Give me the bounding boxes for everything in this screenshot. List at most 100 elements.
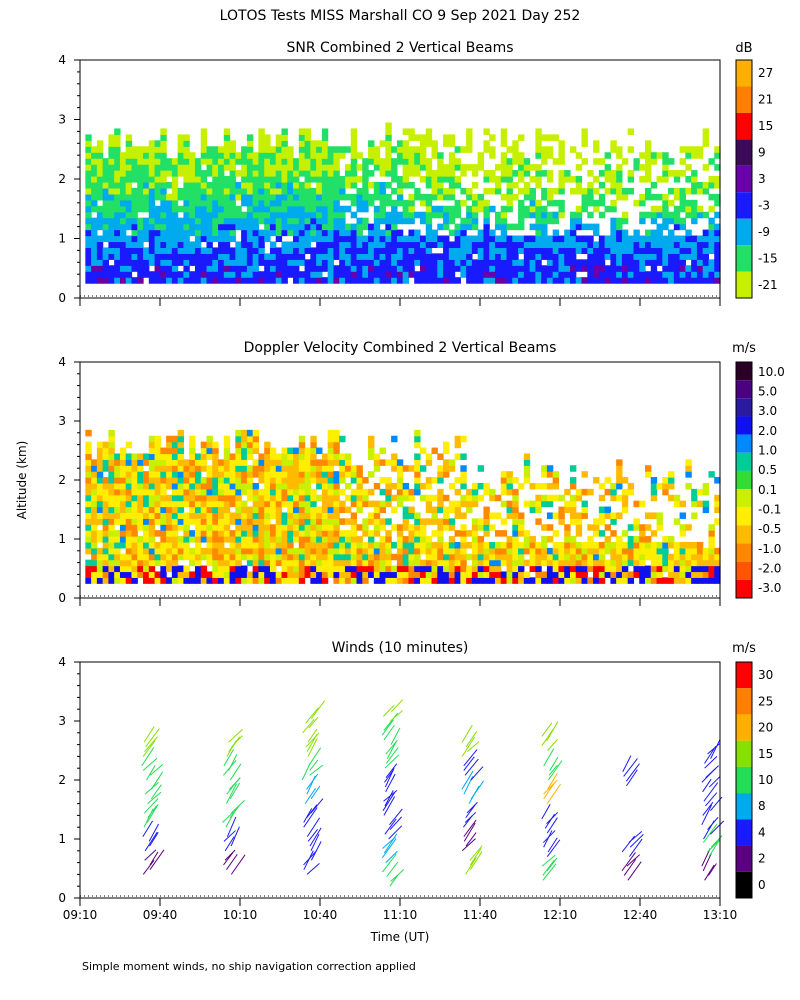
snr-cell xyxy=(281,187,288,195)
snr-cell xyxy=(218,193,225,201)
wind-barb xyxy=(148,823,160,842)
snr-cell xyxy=(85,134,92,141)
snr-cell xyxy=(344,146,352,153)
velocity-cell xyxy=(85,506,92,514)
snr-cell xyxy=(293,241,300,249)
wind-barb xyxy=(541,804,551,820)
x-tick-label: 11:40 xyxy=(463,908,498,922)
snr-cell xyxy=(108,241,115,249)
snr-cell xyxy=(275,158,283,165)
snr-cell xyxy=(673,259,681,266)
velocity-cell xyxy=(339,559,346,567)
velocity-cell xyxy=(131,565,138,573)
velocity-cell xyxy=(327,471,335,478)
snr-cell xyxy=(316,164,323,171)
snr-cell xyxy=(108,140,115,147)
y-tick-label: 4 xyxy=(58,655,66,669)
velocity-cell xyxy=(206,465,213,472)
velocity-cell xyxy=(235,447,242,455)
snr-cell xyxy=(500,247,508,254)
snr-cell xyxy=(298,128,306,135)
velocity-cell xyxy=(241,465,248,472)
velocity-cell xyxy=(96,536,104,543)
snr-cell xyxy=(391,241,398,249)
snr-cell xyxy=(569,271,577,278)
velocity-cell xyxy=(379,541,386,549)
velocity-cell xyxy=(356,559,363,567)
velocity-cell xyxy=(673,518,681,525)
velocity-cell xyxy=(662,536,669,543)
velocity-cell xyxy=(258,553,265,561)
snr-cell xyxy=(206,158,213,165)
snr-cell xyxy=(321,193,329,201)
velocity-cell xyxy=(443,494,450,502)
velocity-cell xyxy=(523,530,531,537)
velocity-cell xyxy=(402,559,410,567)
wind-barb xyxy=(147,791,162,804)
snr-cell xyxy=(310,164,317,171)
velocity-cell xyxy=(691,494,698,502)
snr-cell xyxy=(310,253,317,260)
velocity-cell xyxy=(252,536,260,543)
velocity-cell xyxy=(344,453,352,460)
snr-cell xyxy=(223,158,231,165)
velocity-cell xyxy=(102,547,110,555)
velocity-cell xyxy=(189,559,196,567)
velocity-cell xyxy=(362,577,369,584)
velocity-cell xyxy=(96,453,104,460)
wind-barb xyxy=(149,763,164,776)
velocity-cell xyxy=(552,494,560,502)
velocity-cell xyxy=(189,471,196,478)
snr-cell xyxy=(235,277,242,284)
velocity-cell xyxy=(241,453,248,460)
velocity-cell xyxy=(616,465,623,472)
velocity-cell xyxy=(333,441,340,449)
snr-cell xyxy=(518,271,525,278)
velocity-cell xyxy=(546,559,554,567)
snr-cell xyxy=(229,217,236,225)
snr-cell xyxy=(529,247,536,254)
velocity-cell xyxy=(610,482,617,490)
velocity-cell xyxy=(235,530,242,537)
snr-cell xyxy=(304,259,311,266)
velocity-cell xyxy=(154,482,161,490)
velocity-cell xyxy=(373,459,381,466)
snr-cell xyxy=(483,187,490,195)
velocity-cell xyxy=(575,512,583,519)
snr-cell xyxy=(610,176,617,183)
snr-cell xyxy=(541,223,548,231)
snr-cell xyxy=(143,181,150,189)
velocity-cell xyxy=(258,512,265,519)
velocity-cell xyxy=(512,488,519,496)
snr-cell xyxy=(541,241,548,249)
snr-cell xyxy=(102,265,110,272)
velocity-cell xyxy=(627,488,635,496)
velocity-cell xyxy=(125,571,133,578)
snr-cell xyxy=(143,187,150,195)
velocity-cell xyxy=(581,512,588,519)
velocity-cell xyxy=(223,577,231,584)
velocity-cell xyxy=(541,536,548,543)
snr-cell xyxy=(206,164,213,171)
velocity-cell xyxy=(443,553,450,561)
snr-cell xyxy=(131,253,138,260)
snr-cell xyxy=(362,158,369,165)
snr-cell xyxy=(264,253,271,260)
velocity-cell xyxy=(194,488,202,496)
snr-cell xyxy=(541,134,548,141)
snr-cell xyxy=(391,235,398,243)
velocity-cell xyxy=(96,447,104,455)
snr-cell xyxy=(148,271,156,278)
velocity-cell xyxy=(269,571,277,578)
velocity-cell xyxy=(275,530,283,537)
snr-cell xyxy=(639,193,646,201)
velocity-cell xyxy=(200,512,208,519)
velocity-cell xyxy=(477,465,485,472)
snr-cell xyxy=(662,205,669,213)
snr-cell xyxy=(96,271,104,278)
snr-cell xyxy=(333,146,340,153)
snr-cell xyxy=(160,271,167,278)
velocity-cell xyxy=(668,577,675,584)
velocity-cell xyxy=(604,524,611,531)
snr-cell xyxy=(593,241,600,249)
